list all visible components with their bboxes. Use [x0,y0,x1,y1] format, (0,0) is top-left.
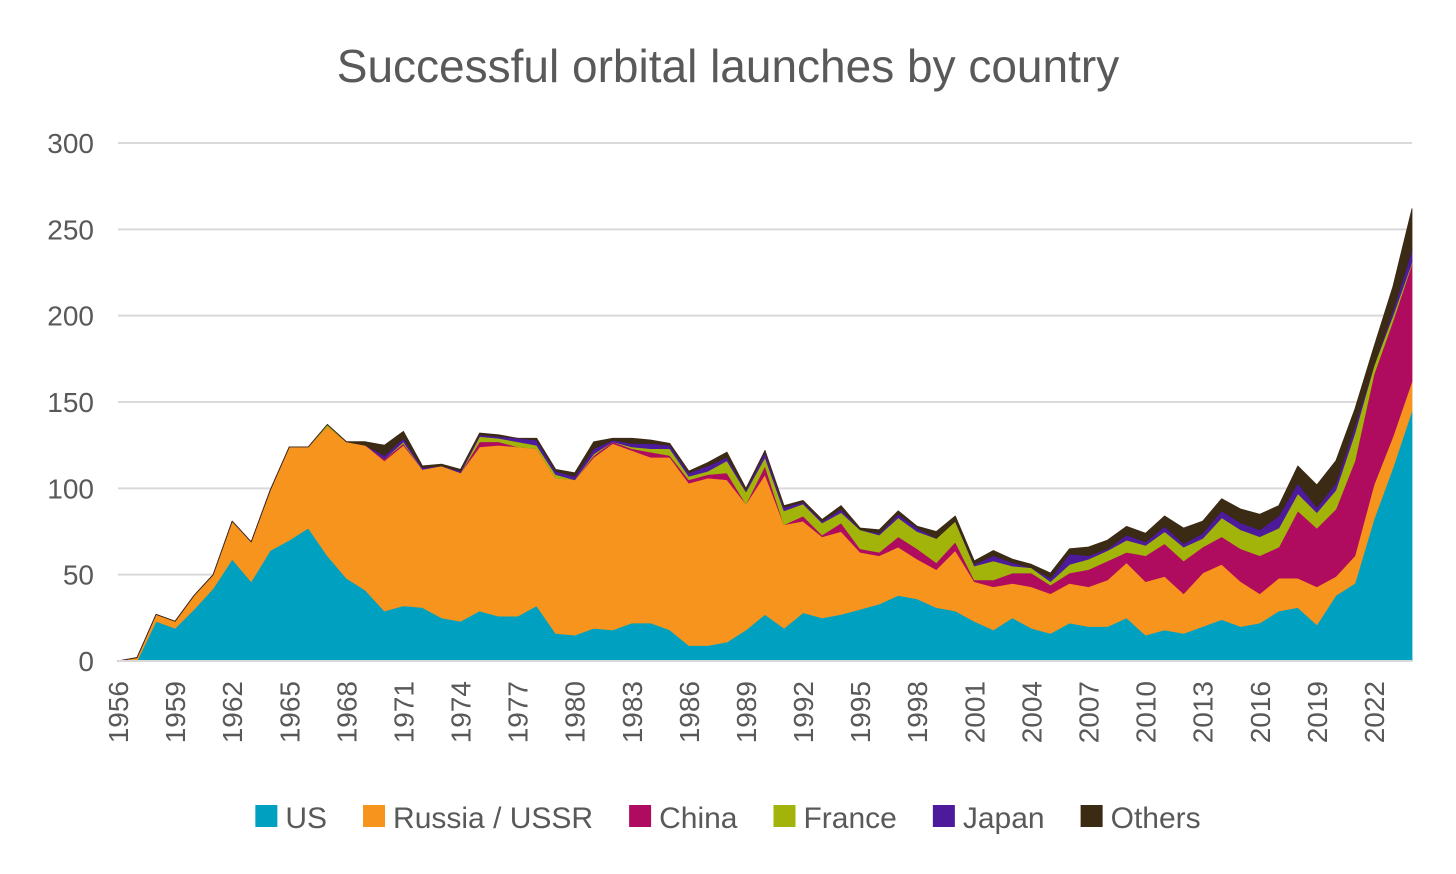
legend-item-china: China [629,802,738,835]
x-tick-label: 2019 [1302,681,1333,743]
chart-title: Successful orbital launches by country [337,40,1119,92]
x-tick-label: 1956 [103,681,134,743]
x-tick-label: 2013 [1188,681,1219,743]
x-tick-label: 1965 [274,681,305,743]
x-tick-label: 1980 [560,681,591,743]
legend-swatch [1080,805,1103,827]
x-tick-label: 1968 [331,681,362,743]
x-tick-label: 1959 [160,681,191,743]
legend-swatch [255,805,278,827]
x-tick-label: 1998 [902,681,933,743]
legend-label: China [659,802,738,835]
y-tick-label: 150 [47,387,94,418]
y-tick-label: 200 [47,301,94,332]
x-tick-label: 1983 [617,681,648,743]
legend-item-japan: Japan [932,802,1045,835]
legend-label: Others [1111,802,1201,835]
x-tick-label: 1992 [788,681,819,743]
axes: 0 50 100 150 200 250 300 1956 1959 1962 1965 1968 19… [47,128,1412,743]
legend-item-france: France [773,802,897,835]
legend-label: Russia / USSR [393,802,593,835]
y-tick-label: 50 [63,560,94,591]
legend-label: US [285,802,327,835]
y-tick-label: 0 [78,646,94,677]
legend-swatch [773,805,796,827]
y-tick-label: 100 [47,473,94,504]
x-tick-label: 1971 [388,681,419,743]
x-tick-label: 2022 [1359,681,1390,743]
legend-swatch [629,805,652,827]
x-tick-label: 1962 [217,681,248,743]
x-tick-label: 1974 [446,681,477,743]
legend-swatch [363,805,386,827]
x-tick-label: 1986 [674,681,705,743]
x-tick-label: 2007 [1074,681,1105,743]
area-series-layer [117,208,1413,662]
legend-item-russia-ussr: Russia / USSR [363,802,593,835]
x-tick-label: 2004 [1016,681,1047,743]
x-tick-label: 1989 [731,681,762,743]
legend-item-us: US [255,802,327,835]
y-tick-label: 300 [47,128,94,159]
legend-swatch [932,805,955,827]
x-tick-label: 1995 [845,681,876,743]
x-tick-label: 1977 [503,681,534,743]
area-series-others [117,208,1413,662]
legend-item-others: Others [1080,802,1201,835]
legend: US Russia / USSR China France Japan Others [255,802,1201,835]
x-tick-label: 2001 [959,681,990,743]
x-tick-label: 2016 [1245,681,1276,743]
y-tick-label: 250 [47,214,94,245]
x-tick-label: 2010 [1131,681,1162,743]
legend-label: Japan [963,802,1045,835]
legend-label: France [803,802,896,835]
